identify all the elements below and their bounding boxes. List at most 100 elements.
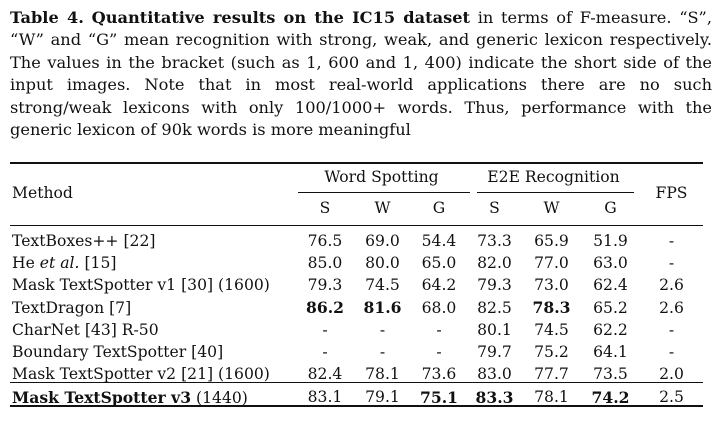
value-cell: 65.0	[421, 254, 457, 273]
value-cell: 74.5	[365, 276, 400, 295]
value-cell: 73.5	[593, 365, 628, 384]
value-cell: 64.2	[421, 276, 457, 295]
sub-header: S	[319, 199, 331, 217]
table-row: TextDragon [7] 86.2 81.6 68.0 82.5 78.3 …	[10, 297, 703, 319]
fps-header: FPS	[655, 184, 688, 202]
sub-header: W	[374, 199, 391, 217]
method-cell: CharNet [43] R-50	[12, 320, 159, 339]
value-cell: 62.4	[593, 276, 628, 295]
method-suffix: (1440)	[191, 388, 248, 407]
method-cell: TextBoxes++ [22]	[12, 232, 156, 251]
value-cell: 79.3	[307, 276, 343, 295]
sub-header: S	[489, 199, 500, 217]
value-cell: 79.3	[477, 276, 512, 295]
value-cell: 82.4	[307, 365, 343, 384]
value-cell: -	[436, 343, 442, 362]
value-cell: 76.5	[307, 232, 343, 251]
value-cell: 51.9	[593, 232, 628, 251]
value-cell: 64.1	[593, 343, 628, 362]
fps-cell: 2.6	[659, 276, 684, 295]
fps-cell: 2.0	[659, 365, 684, 384]
value-cell: 77.7	[534, 365, 569, 384]
value-cell: 78.1	[365, 365, 400, 384]
method-cell: Mask TextSpotter v1 [30] (1600)	[12, 276, 270, 295]
sub-header: G	[432, 199, 446, 217]
value-cell: 77.0	[534, 254, 569, 273]
sub-header: W	[543, 199, 560, 217]
e2e-header: E2E Recognition	[487, 168, 620, 186]
header-row-groups: Method Word Spotting E2E Recognition FPS	[10, 162, 703, 202]
value-cell: 65.2	[593, 298, 628, 317]
value-cell: 83.0	[477, 365, 512, 384]
value-cell: 62.2	[593, 320, 628, 339]
value-cell: 86.2	[306, 298, 344, 318]
results-table: Method Word Spotting E2E Recognition FPS…	[10, 162, 703, 409]
table-row: TextBoxes++ [22] 76.5 69.0 54.4 73.3 65.…	[10, 224, 703, 252]
value-cell: 74.2	[591, 387, 630, 407]
value-cell: 85.0	[307, 254, 343, 273]
value-cell: 65.9	[534, 232, 569, 251]
value-cell: 82.5	[477, 298, 512, 317]
e2e-underline	[477, 192, 634, 193]
value-cell: 69.0	[365, 232, 400, 251]
method-ref: [15]	[79, 254, 117, 273]
fps-cell: -	[668, 343, 675, 362]
header-rule	[10, 225, 703, 226]
table-row: CharNet [43] R-50 - - - 80.1 74.5 62.2 -	[10, 319, 703, 341]
word-spotting-header: Word Spotting	[324, 168, 439, 186]
value-cell: 63.0	[593, 254, 628, 273]
value-cell: 73.0	[534, 276, 569, 295]
value-cell: 79.1	[365, 388, 400, 407]
separator-rule	[10, 382, 703, 383]
value-cell: 75.2	[534, 343, 569, 362]
sub-header: G	[604, 199, 617, 217]
header-row-sub: S W G S W G	[10, 192, 703, 224]
value-cell: -	[436, 320, 442, 339]
value-cell: 82.0	[477, 254, 512, 273]
value-cell: 78.3	[532, 298, 571, 318]
fps-cell: 2.6	[659, 298, 684, 317]
method-cell: TextDragon [7]	[12, 298, 132, 317]
top-rule	[10, 162, 703, 164]
value-cell: -	[379, 320, 386, 339]
table-row: Boundary TextSpotter [40] - - - 79.7 75.…	[10, 341, 703, 363]
method-italic: et al.	[39, 254, 80, 273]
value-cell: 80.0	[365, 254, 400, 273]
method-text: He	[12, 254, 40, 273]
value-cell: 83.1	[307, 388, 343, 407]
caption-title: Quantitative results on the IC15 dataset	[91, 8, 470, 27]
fps-cell: -	[668, 254, 675, 273]
method-cell: He et al. [15]	[10, 252, 296, 274]
fps-cell: 2.5	[659, 388, 684, 407]
value-cell: -	[379, 343, 386, 362]
method-cell: Mask TextSpotter v2 [21] (1600)	[12, 365, 270, 384]
bottom-rule	[10, 405, 703, 407]
value-cell: 83.3	[475, 387, 514, 407]
value-cell: 80.1	[477, 320, 512, 339]
value-cell: 73.6	[421, 365, 457, 384]
value-cell: -	[322, 320, 328, 339]
table-caption: Table 4. Quantitative results on the IC1…	[10, 7, 712, 141]
value-cell: 74.5	[534, 320, 569, 339]
fps-cell: -	[668, 320, 675, 339]
caption-text: in terms of F-measure. “S”, “W” and “G” …	[10, 8, 712, 140]
table-row: Mask TextSpotter v2 [21] (1600) 82.4 78.…	[10, 363, 703, 385]
value-cell: 75.1	[420, 387, 458, 407]
value-cell: 54.4	[421, 232, 457, 251]
value-cell: 81.6	[363, 298, 402, 318]
method-cell: Boundary TextSpotter [40]	[12, 343, 224, 362]
method-cell: Mask TextSpotter v3 (1440)	[10, 385, 296, 409]
method-header: Method	[12, 184, 73, 202]
fps-cell: -	[668, 232, 675, 251]
value-cell: 68.0	[421, 298, 457, 317]
value-cell: -	[322, 343, 328, 362]
table-row: Mask TextSpotter v3 (1440) 83.1 79.1 75.…	[10, 385, 703, 409]
value-cell: 78.1	[534, 388, 569, 407]
value-cell: 73.3	[477, 232, 512, 251]
caption-label: Table 4.	[10, 8, 84, 27]
table-row: Mask TextSpotter v1 [30] (1600) 79.3 74.…	[10, 274, 703, 296]
method-bold: Mask TextSpotter v3	[12, 387, 192, 407]
word-spotting-underline	[298, 192, 470, 193]
table-row: He et al. [15] 85.0 80.0 65.0 82.0 77.0 …	[10, 252, 703, 274]
value-cell: 79.7	[477, 343, 512, 362]
